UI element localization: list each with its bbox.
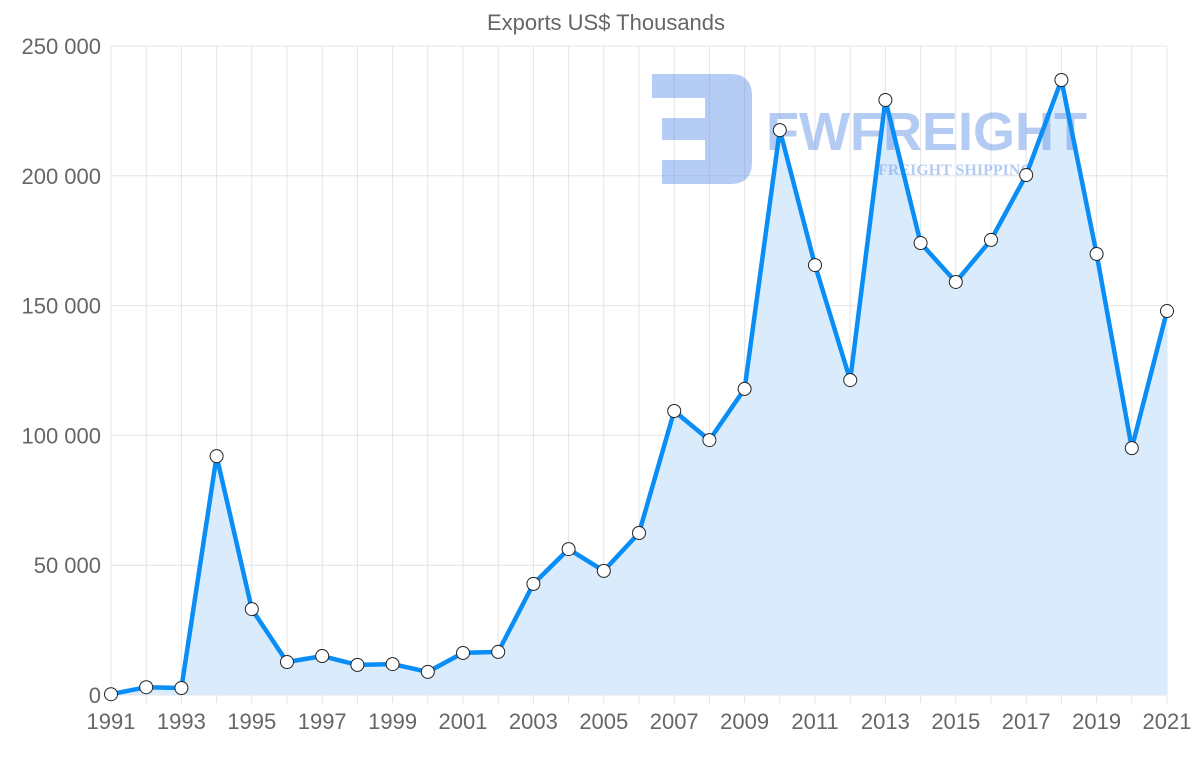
watermark: FWFREIGHT FREIGHT SHIPPING (652, 74, 1087, 184)
y-tick-label: 200 000 (21, 164, 101, 189)
data-point (350, 657, 365, 672)
data-point (209, 449, 224, 464)
y-tick-label: 100 000 (21, 423, 101, 448)
data-point (244, 602, 259, 617)
watermark-tagline: FREIGHT SHIPPING (878, 162, 1033, 179)
data-point (420, 664, 435, 679)
data-point (737, 381, 752, 396)
data-point (878, 92, 893, 107)
x-tick-label: 1991 (87, 709, 136, 734)
data-point (984, 232, 998, 247)
x-tick-label: 2005 (579, 709, 628, 734)
area-fill (111, 80, 1167, 695)
x-tick-label: 2009 (720, 709, 769, 734)
x-tick-label: 1993 (157, 709, 206, 734)
y-axis: 0 50 000 100 000 150 000 200 000 250 000 (21, 34, 101, 708)
x-tick-label: 1995 (227, 709, 276, 734)
data-point (1054, 73, 1069, 88)
data-point (561, 542, 576, 557)
data-point (491, 644, 506, 659)
chart-title: Exports US$ Thousands (487, 10, 725, 35)
y-tick-label: 0 (89, 683, 101, 708)
data-point (702, 433, 717, 448)
data-point (280, 655, 294, 670)
x-tick-label: 2013 (861, 709, 910, 734)
x-tick-label: 1999 (368, 709, 417, 734)
data-point (104, 687, 118, 702)
watermark-logo (652, 74, 752, 184)
x-tick-label: 2019 (1072, 709, 1121, 734)
x-tick-label: 2003 (509, 709, 558, 734)
x-tick-label: 2015 (931, 709, 980, 734)
data-point (667, 403, 682, 418)
x-tick-label: 2001 (439, 709, 488, 734)
data-point (948, 274, 963, 289)
data-point (1019, 168, 1034, 183)
data-point (1089, 246, 1104, 261)
y-tick-label: 250 000 (21, 34, 101, 59)
data-point (174, 680, 189, 695)
data-point (808, 258, 822, 273)
x-tick-label: 2021 (1143, 709, 1192, 734)
data-point (1124, 441, 1139, 456)
data-point (632, 526, 646, 541)
y-tick-label: 50 000 (34, 553, 101, 578)
data-point (315, 649, 330, 664)
data-point (1160, 304, 1174, 319)
data-point (596, 563, 611, 578)
data-point (385, 657, 400, 672)
x-axis: 1991 1993 1995 1997 1999 2001 2003 2005 2007 2009… (87, 709, 1192, 734)
area-path (111, 80, 1167, 695)
watermark-brand: FWFREIGHT (766, 102, 1087, 162)
x-tick-label: 2017 (1002, 709, 1051, 734)
x-tick-label: 2011 (791, 709, 838, 734)
data-point (456, 645, 470, 660)
x-tick-label: 1997 (298, 709, 347, 734)
x-tick-label: 2007 (650, 709, 699, 734)
data-point (913, 236, 928, 251)
data-point (843, 373, 858, 388)
y-tick-label: 150 000 (21, 294, 101, 319)
data-point (772, 123, 787, 138)
data-point (526, 576, 541, 591)
data-point (139, 680, 154, 695)
data-points (104, 73, 1174, 702)
